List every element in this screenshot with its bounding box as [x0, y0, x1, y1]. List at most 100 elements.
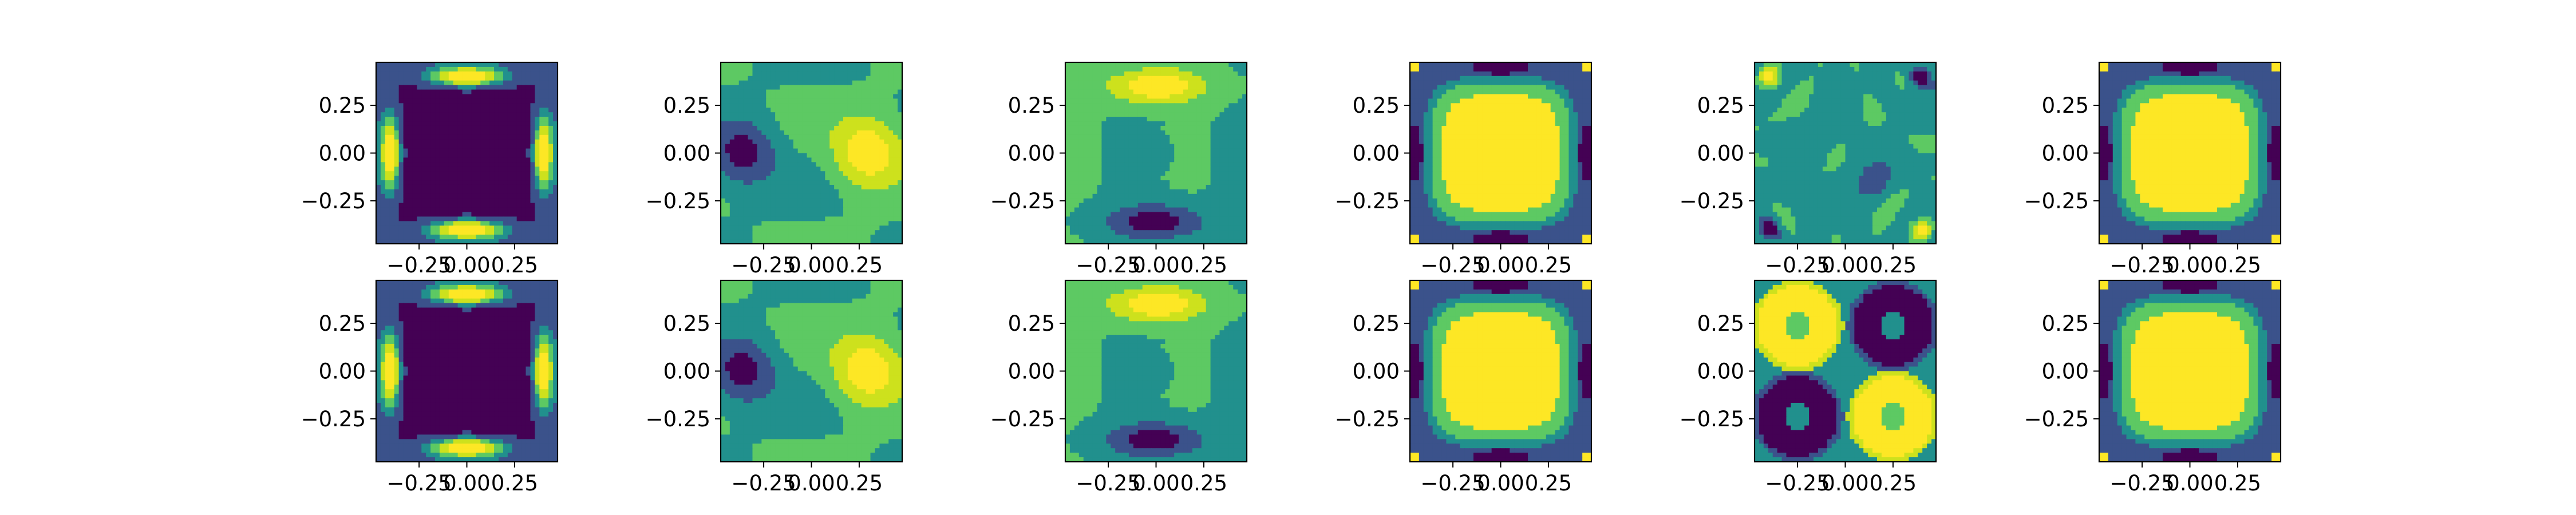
heatmap-cell: [1174, 203, 1179, 208]
heatmap-cell: [1215, 180, 1220, 185]
heatmap-cell: [820, 216, 825, 221]
heatmap-cell: [1210, 144, 1216, 149]
heatmap-cell: [788, 144, 794, 149]
heatmap-cell: [1192, 184, 1198, 190]
heatmap-cell: [1156, 76, 1161, 81]
heatmap-cell: [398, 112, 404, 117]
heatmap-cell: [1196, 207, 1202, 213]
heatmap-cell: [403, 184, 409, 190]
heatmap-cell: [771, 235, 776, 240]
heatmap-cell: [807, 125, 812, 131]
heatmap-cell: [1228, 125, 1234, 131]
heatmap-cell: [1210, 157, 1216, 163]
heatmap-cell: [548, 130, 554, 136]
heatmap-cell: [884, 207, 889, 213]
heatmap-cell: [1170, 85, 1175, 90]
heatmap-cell: [1179, 130, 1184, 136]
heatmap-cell: [1187, 80, 1193, 86]
heatmap-cell: [1228, 184, 1234, 190]
heatmap-cell: [494, 189, 499, 195]
heatmap-cell: [430, 148, 436, 154]
heatmap-cell: [430, 103, 436, 108]
heatmap-cell: [893, 94, 898, 99]
heatmap-cell: [539, 76, 544, 81]
heatmap-cell: [1151, 117, 1157, 122]
heatmap-cell: [1156, 98, 1161, 104]
heatmap-cell: [1115, 108, 1120, 113]
heatmap-cell: [1183, 66, 1188, 72]
heatmap-cell: [784, 153, 789, 159]
heatmap-cell: [444, 239, 449, 244]
heatmap-cell: [1228, 176, 1234, 181]
heatmap-cell: [1196, 94, 1202, 99]
heatmap-cell: [793, 221, 799, 226]
heatmap-cell: [1137, 239, 1143, 244]
heatmap-cell: [1088, 125, 1093, 131]
heatmap-cell: [1065, 189, 1070, 195]
heatmap-cell: [1074, 235, 1080, 240]
heatmap-cell: [526, 180, 531, 185]
heatmap-cell: [1092, 184, 1098, 190]
heatmap-cell: [430, 239, 436, 244]
heatmap-cell: [512, 94, 517, 99]
heatmap-cell: [1147, 125, 1152, 131]
heatmap-cell: [1078, 85, 1084, 90]
heatmap-cell: [1165, 203, 1170, 208]
heatmap-cell: [834, 212, 839, 217]
heatmap-cell: [893, 76, 898, 81]
heatmap-cell: [1519, 66, 1524, 72]
heatmap-cell: [784, 171, 789, 176]
heatmap-cell: [1120, 235, 1125, 240]
heatmap-cell: [521, 139, 527, 145]
heatmap-cell: [1228, 207, 1234, 213]
heatmap-cell: [439, 139, 445, 145]
heatmap-cell: [761, 125, 767, 131]
heatmap-cell: [1101, 221, 1107, 226]
heatmap-cell: [757, 203, 762, 208]
heatmap-cell: [721, 157, 726, 163]
heatmap-cell: [1174, 221, 1179, 226]
heatmap-cell: [870, 125, 876, 131]
heatmap-cell: [385, 125, 390, 131]
heatmap-cell: [771, 80, 776, 86]
heatmap-cell: [725, 235, 730, 240]
heatmap-cell: [471, 180, 476, 185]
heatmap-cell: [825, 80, 830, 86]
heatmap-cell: [1111, 117, 1116, 122]
heatmap-cell: [1097, 85, 1102, 90]
heatmap-cell: [1069, 98, 1075, 104]
heatmap-cell: [1196, 148, 1202, 154]
heatmap-cell: [389, 108, 395, 113]
heatmap-cell: [856, 62, 862, 68]
heatmap-cell: [771, 98, 776, 104]
heatmap-cell: [793, 139, 799, 145]
heatmap-cell: [530, 203, 535, 208]
heatmap-cell: [1101, 153, 1107, 159]
heatmap-cell: [743, 153, 749, 159]
heatmap-cell: [775, 193, 780, 199]
heatmap-cell: [843, 144, 848, 149]
heatmap-cell: [1151, 98, 1157, 104]
heatmap-cell: [512, 230, 517, 235]
heatmap-cell: [829, 193, 835, 199]
heatmap-cell: [1464, 76, 1469, 81]
heatmap-cell: [834, 157, 839, 163]
heatmap-cell: [856, 153, 862, 159]
heatmap-cell: [462, 171, 468, 176]
heatmap-cell: [1165, 198, 1170, 204]
heatmap-cell: [888, 62, 894, 68]
heatmap-cell: [888, 162, 894, 167]
heatmap-cell: [1196, 235, 1202, 240]
heatmap-cell: [1233, 216, 1238, 221]
heatmap-cell: [498, 171, 504, 176]
heatmap-cell: [811, 112, 817, 117]
heatmap-cell: [1228, 203, 1234, 208]
heatmap-cell: [426, 153, 431, 159]
heatmap-cell: [471, 176, 476, 181]
heatmap-cell: [1088, 130, 1093, 136]
heatmap-cell: [408, 221, 413, 226]
heatmap-cell: [1192, 89, 1198, 95]
heatmap-cell: [771, 171, 776, 176]
heatmap-cell: [875, 62, 880, 68]
heatmap-cell: [743, 157, 749, 163]
